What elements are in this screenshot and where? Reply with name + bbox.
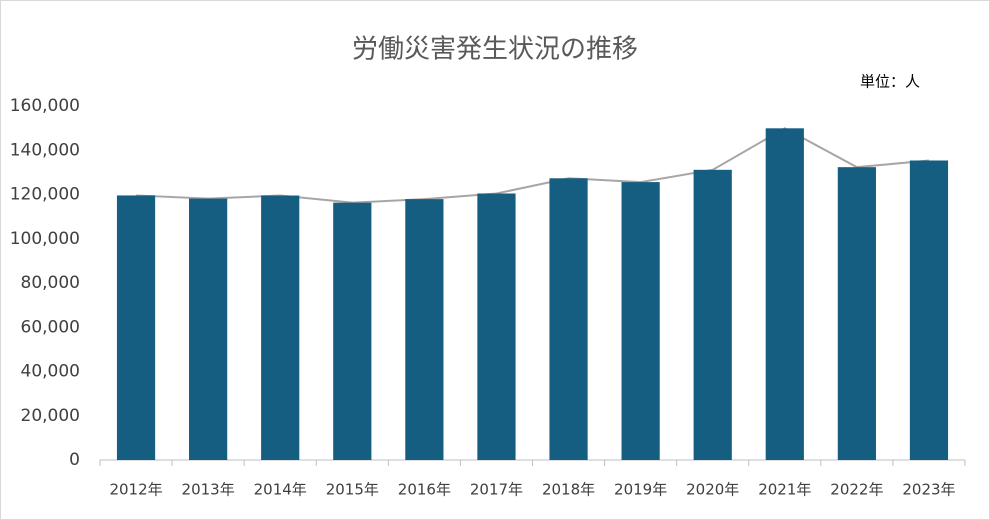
y-tick-label: 40,000 bbox=[21, 362, 80, 382]
bar bbox=[405, 199, 444, 460]
x-tick-label: 2013年 bbox=[182, 481, 235, 499]
x-tick-label: 2017年 bbox=[470, 481, 523, 499]
x-tick-label: 2023年 bbox=[902, 481, 955, 499]
bar bbox=[189, 198, 228, 460]
y-tick-label: 0 bbox=[69, 450, 80, 470]
bar bbox=[549, 178, 588, 460]
bar bbox=[693, 169, 732, 460]
bar bbox=[477, 193, 516, 461]
x-tick-label: 2014年 bbox=[254, 481, 307, 499]
bar bbox=[261, 195, 300, 460]
bar bbox=[765, 128, 804, 460]
y-tick-label: 80,000 bbox=[21, 273, 80, 293]
unit-note: 単位：人 bbox=[860, 73, 920, 91]
y-tick-label: 100,000 bbox=[10, 229, 80, 249]
x-tick-label: 2015年 bbox=[326, 481, 379, 499]
x-tick-label: 2016年 bbox=[398, 481, 451, 499]
y-tick-label: 140,000 bbox=[10, 140, 80, 160]
bar bbox=[116, 195, 156, 460]
x-tick-label: 2018年 bbox=[542, 481, 595, 499]
bar bbox=[621, 182, 660, 460]
y-tick-label: 160,000 bbox=[10, 96, 80, 116]
y-tick-label: 60,000 bbox=[21, 317, 80, 337]
x-tick-label: 2021年 bbox=[758, 481, 811, 499]
x-tick-label: 2020年 bbox=[686, 481, 739, 499]
bar bbox=[837, 167, 876, 461]
x-tick-label: 2019年 bbox=[614, 481, 667, 499]
x-tick-label: 2022年 bbox=[830, 481, 883, 499]
y-tick-label: 120,000 bbox=[10, 185, 80, 205]
y-tick-label: 20,000 bbox=[21, 406, 80, 426]
chart-title: 労働災害発生状況の推移 bbox=[352, 35, 638, 65]
x-tick-label: 2012年 bbox=[109, 481, 162, 499]
bar bbox=[333, 202, 372, 460]
bar bbox=[909, 160, 949, 460]
